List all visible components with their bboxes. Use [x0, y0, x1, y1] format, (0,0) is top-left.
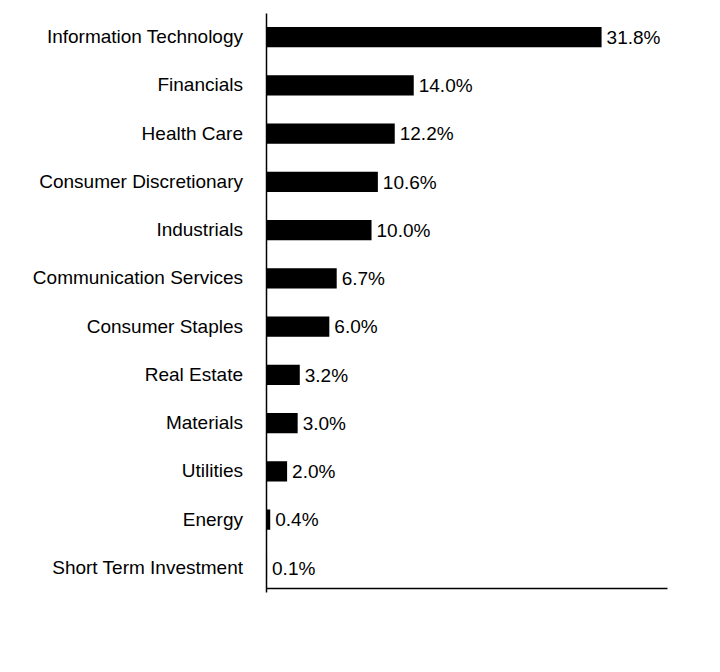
y-tick-label: Communication Services: [33, 267, 243, 288]
data-label: 6.7%: [342, 268, 385, 289]
y-tick: Information Technology: [47, 26, 266, 47]
x-axis-line: [267, 588, 668, 590]
bar: [266, 123, 395, 143]
y-tick: Energy: [183, 509, 266, 530]
y-tick: Consumer Discretionary: [39, 171, 266, 192]
data-label: 0.1%: [272, 558, 315, 579]
y-tick-label: Financials: [157, 74, 243, 95]
bar: [266, 316, 329, 336]
y-tick-label: Short Term Investment: [52, 557, 244, 578]
data-label: 14.0%: [419, 75, 473, 96]
bar: [266, 27, 602, 47]
y-tick: Communication Services: [33, 267, 266, 288]
y-tick-label: Information Technology: [47, 26, 244, 47]
data-label: 3.2%: [305, 365, 348, 386]
bars: [266, 27, 602, 578]
y-axis: Information Technology Financials Health C…: [33, 14, 267, 593]
y-tick: Short Term Investment: [52, 557, 266, 578]
y-tick: Health Care: [142, 123, 266, 144]
data-label: 6.0%: [334, 316, 377, 337]
y-tick: Materials: [166, 412, 266, 433]
y-tick-label: Real Estate: [145, 364, 243, 385]
bar: [266, 220, 372, 240]
y-tick-label: Consumer Discretionary: [39, 171, 243, 192]
y-tick: Real Estate: [145, 364, 266, 385]
y-tick-label: Consumer Staples: [87, 316, 243, 337]
bar: [266, 413, 298, 433]
chart: Information Technology Financials Health C…: [0, 0, 720, 672]
y-tick-label: Energy: [183, 509, 244, 530]
bar: [266, 268, 337, 288]
y-tick: Utilities: [182, 460, 266, 481]
data-label: 2.0%: [292, 461, 335, 482]
y-tick-label: Industrials: [156, 219, 243, 240]
bar: [266, 365, 300, 385]
y-tick: Consumer Staples: [87, 316, 266, 337]
data-label: 10.6%: [383, 172, 437, 193]
y-tick: Financials: [157, 74, 266, 95]
bar: [266, 461, 287, 481]
bar: [266, 75, 414, 95]
data-label: 10.0%: [377, 220, 431, 241]
y-tick-label: Materials: [166, 412, 243, 433]
y-axis-line: [266, 14, 268, 593]
data-label: 12.2%: [400, 123, 454, 144]
y-tick: Industrials: [156, 219, 266, 240]
data-labels: 31.8% 14.0% 12.2% 10.6% 10.0% 6.7% 6.0% 3.2% 3.0…: [272, 27, 660, 579]
data-label: 31.8%: [607, 27, 661, 48]
bar: [266, 172, 378, 192]
data-label: 0.4%: [275, 509, 318, 530]
x-axis: [267, 588, 668, 589]
data-label: 3.0%: [303, 413, 346, 434]
y-tick-label: Utilities: [182, 460, 243, 481]
y-tick-label: Health Care: [142, 123, 243, 144]
